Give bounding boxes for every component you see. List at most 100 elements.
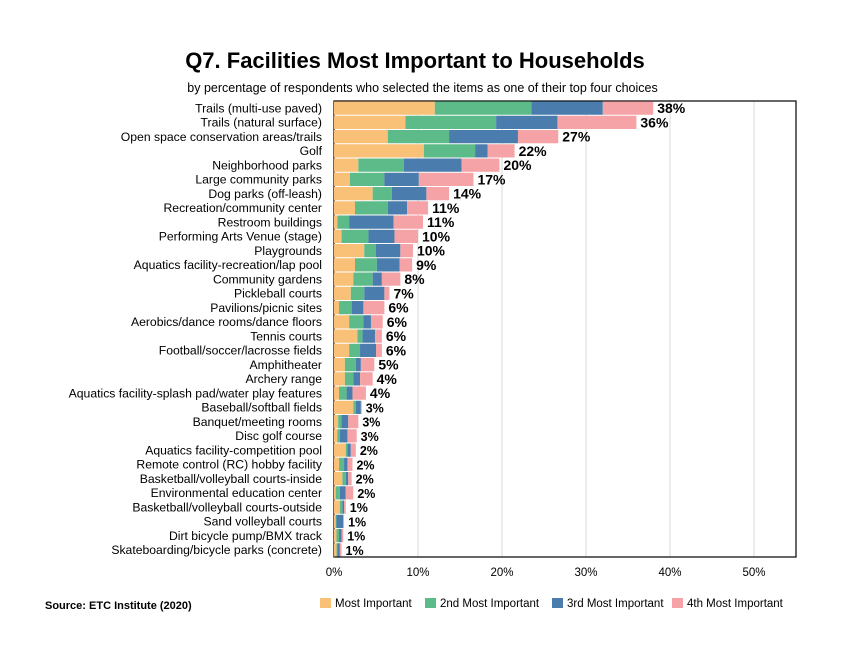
bar-segment — [334, 386, 340, 400]
x-tick-label: 20% — [490, 567, 513, 579]
category-label: Aquatics facility-splash pad/water play … — [69, 386, 322, 400]
bar-segment — [336, 528, 340, 543]
data-label: 9% — [416, 257, 437, 273]
data-label: 4% — [377, 371, 398, 387]
bar-segment — [334, 115, 406, 130]
bar-segment — [517, 129, 559, 144]
bar-segment — [342, 471, 346, 486]
bar-segment — [426, 186, 450, 201]
bar-segment — [334, 186, 373, 201]
bar-segment — [400, 243, 413, 258]
category-label: Remote control (RC) hobby facility — [136, 458, 322, 472]
bar-segment — [360, 357, 375, 372]
bar-segment — [399, 258, 413, 272]
bar-segment — [339, 300, 352, 315]
bar-segment — [355, 357, 361, 372]
category-label: Open space conservation areas/trails — [121, 130, 322, 144]
source-note: Source: ETC Institute (2020) — [45, 600, 192, 612]
bar-segment — [557, 115, 637, 130]
bar-segment — [342, 500, 345, 514]
bar-segment — [351, 300, 364, 315]
data-label: 36% — [640, 114, 669, 130]
bar-segment — [344, 500, 346, 514]
bar-segment — [357, 329, 363, 343]
bar-segment — [334, 172, 350, 187]
bar-segment — [387, 129, 450, 144]
bar-segment — [336, 514, 344, 529]
category-label: Football/soccer/lacrosse fields — [159, 344, 322, 358]
data-label: 4% — [370, 385, 391, 401]
category-label: Archery range — [245, 372, 322, 386]
bar-segment — [346, 386, 353, 400]
data-label: 10% — [422, 228, 451, 244]
legend-entry: 2nd Most Important — [440, 598, 540, 610]
bar-segment — [434, 101, 532, 115]
bar-segment — [360, 400, 362, 415]
bar-segment — [334, 329, 358, 343]
legend-swatch — [672, 598, 683, 608]
bar-segment — [363, 300, 385, 315]
bar-segment — [347, 443, 351, 457]
bar-segment — [334, 158, 359, 172]
bar-segment — [461, 158, 500, 172]
bar-segment — [349, 215, 394, 229]
data-label: 1% — [346, 544, 364, 558]
bar-segment — [334, 215, 338, 229]
data-label: 1% — [348, 515, 366, 529]
data-label: 1% — [347, 530, 365, 544]
bar-segment — [334, 129, 388, 144]
bar-segment — [341, 528, 344, 543]
data-label: 1% — [350, 501, 368, 515]
bar-segment — [349, 343, 361, 358]
bar-segment — [362, 329, 376, 343]
data-label: 2% — [357, 487, 375, 501]
data-label: 3% — [362, 416, 380, 430]
bar-segment — [345, 486, 354, 500]
bar-segment — [355, 400, 361, 415]
category-label: Playgrounds — [254, 244, 322, 258]
category-label: Environmental education center — [151, 486, 322, 500]
bar-segment — [334, 429, 338, 443]
category-label: Baseball/softball fields — [201, 401, 322, 415]
category-label: Dog parks (off-leash) — [208, 187, 322, 201]
data-label: 27% — [562, 129, 591, 145]
bar-segment — [349, 315, 364, 329]
category-label: Restroom buildings — [218, 215, 322, 229]
bar-segment — [348, 471, 352, 486]
bar-segment — [339, 543, 342, 557]
bar-segment — [334, 229, 342, 244]
category-label: Trails (natural surface) — [201, 116, 322, 130]
bar-segment — [341, 414, 349, 429]
bar-segment — [418, 172, 474, 187]
category-label: Aquatics facility-competition pool — [145, 443, 322, 457]
bar-segment — [387, 201, 408, 215]
category-label: Basketball/volleyball courts-inside — [140, 472, 322, 486]
bar-segment — [334, 514, 336, 529]
bar-segment — [405, 115, 497, 130]
bar-segment — [475, 144, 488, 158]
bar-segment — [334, 500, 340, 514]
data-label: 20% — [503, 157, 532, 173]
bar-segment — [339, 457, 345, 472]
bar-segment — [339, 386, 347, 400]
x-tick-label: 0% — [326, 567, 343, 579]
data-label: 2% — [356, 458, 374, 472]
data-label: 22% — [519, 143, 548, 159]
chart-subtitle: by percentage of respondents who selecte… — [187, 81, 658, 95]
category-label: Recreation/community center — [163, 201, 322, 215]
bar-segment — [391, 186, 427, 201]
category-label: Tennis courts — [250, 329, 322, 343]
bar-segment — [375, 329, 382, 343]
x-tick-label: 50% — [742, 567, 765, 579]
bar-segment — [353, 272, 373, 286]
bar-segment — [334, 400, 354, 415]
bar-segment — [339, 528, 342, 543]
bar-segment — [334, 443, 346, 457]
bar-segment — [355, 201, 388, 215]
plot-area-frame — [333, 100, 797, 558]
data-label: 10% — [417, 243, 446, 259]
bar-segment — [368, 229, 395, 244]
bar-segment — [339, 500, 343, 514]
data-label: 11% — [432, 200, 460, 216]
